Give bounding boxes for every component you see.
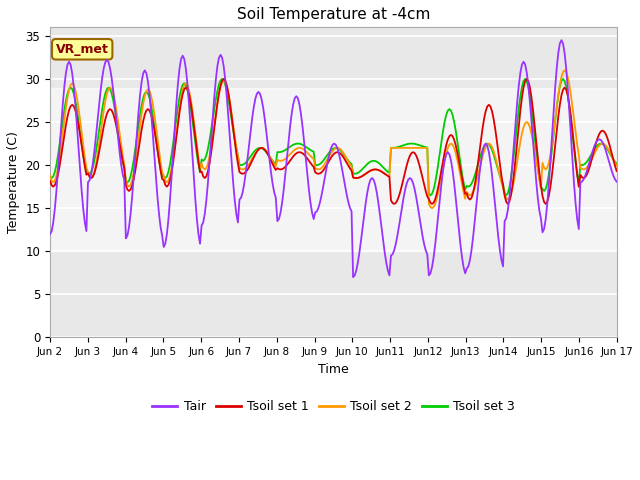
Title: Soil Temperature at -4cm: Soil Temperature at -4cm xyxy=(237,7,430,22)
Text: VR_met: VR_met xyxy=(56,43,109,56)
Legend: Tair, Tsoil set 1, Tsoil set 2, Tsoil set 3: Tair, Tsoil set 1, Tsoil set 2, Tsoil se… xyxy=(147,395,520,418)
Bar xyxy=(50,87,617,251)
Y-axis label: Temperature (C): Temperature (C) xyxy=(7,132,20,233)
X-axis label: Time: Time xyxy=(318,363,349,376)
